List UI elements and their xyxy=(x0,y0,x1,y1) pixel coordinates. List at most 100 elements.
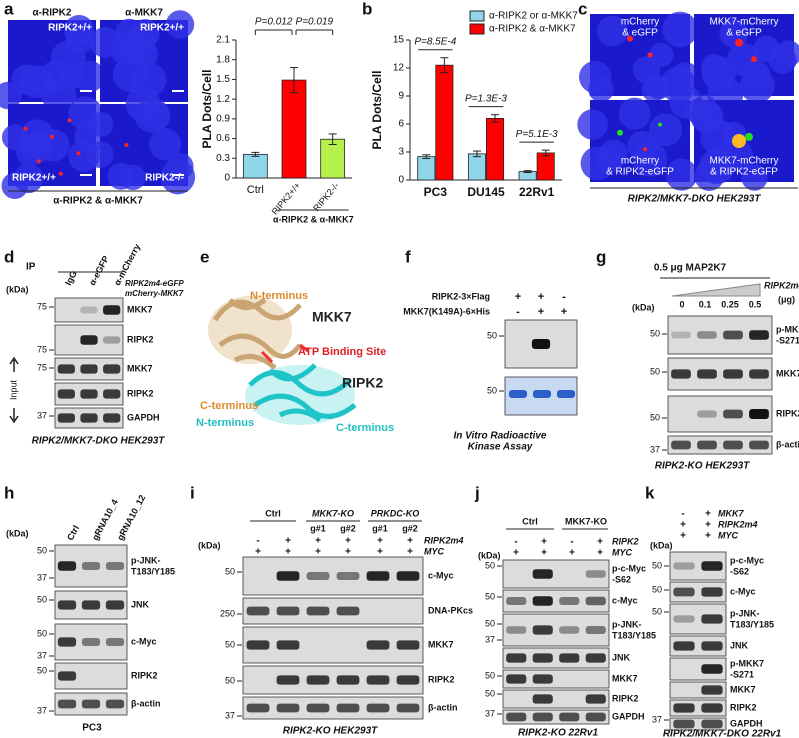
label: T183/Y185 xyxy=(612,630,656,640)
blot xyxy=(502,709,610,725)
label: ATP Binding Site xyxy=(298,346,386,358)
band xyxy=(396,703,420,713)
y-tick-label: 1.5 xyxy=(216,74,230,85)
band xyxy=(366,675,390,685)
label: -S62 xyxy=(730,566,749,576)
sign: - xyxy=(516,306,520,318)
label: JNK xyxy=(612,652,631,662)
label: mCherry xyxy=(621,156,659,167)
x-tick-label: DU145 xyxy=(467,185,505,199)
band xyxy=(697,331,717,339)
label: RIPK2+/+ xyxy=(12,173,56,184)
y-tick-label: 15 xyxy=(393,35,405,46)
band xyxy=(276,703,300,713)
sign: - xyxy=(681,509,684,520)
band xyxy=(749,409,769,419)
label: (kDa) xyxy=(198,540,221,550)
marker: 37 xyxy=(37,410,47,420)
marker: 37 xyxy=(37,650,47,660)
legend-swatch xyxy=(469,23,485,35)
legend-label: α-RIPK2 & α-MKK7 xyxy=(489,24,576,35)
band xyxy=(276,675,300,685)
panel-letter: f xyxy=(405,247,411,266)
sign: + xyxy=(407,547,413,558)
error-bar xyxy=(422,154,431,160)
blot xyxy=(502,647,610,669)
x-tick-label: Ctrl xyxy=(247,184,264,196)
band xyxy=(559,653,580,663)
nucleus xyxy=(670,62,700,92)
signal xyxy=(735,38,743,47)
band xyxy=(509,390,527,398)
label: p-JNK- xyxy=(612,619,642,629)
label: β-actin xyxy=(131,698,161,708)
sign: + xyxy=(285,547,291,558)
sign: + xyxy=(541,537,547,548)
sign: + xyxy=(377,536,383,547)
label: N-terminus xyxy=(196,417,254,429)
nucleus xyxy=(86,141,114,168)
band xyxy=(105,562,125,570)
nucleus xyxy=(741,164,768,191)
band xyxy=(585,712,606,722)
band xyxy=(673,587,695,597)
label: p-MKK7 xyxy=(730,658,764,668)
nucleus xyxy=(88,111,114,137)
label: MKK7(K149A)-6×His xyxy=(403,306,490,316)
band xyxy=(306,703,330,713)
band xyxy=(57,561,77,571)
band xyxy=(57,364,75,374)
nucleus xyxy=(112,56,148,93)
band xyxy=(506,626,527,634)
signal xyxy=(36,159,41,164)
band xyxy=(336,675,360,685)
label: RIPK2 xyxy=(342,375,383,391)
marker: 37 xyxy=(652,714,662,724)
nucleus xyxy=(649,42,674,68)
band xyxy=(673,703,695,713)
label: T183/Y185 xyxy=(131,566,175,576)
band xyxy=(701,685,723,695)
signal xyxy=(643,147,647,152)
blot xyxy=(669,581,727,603)
label: GAPDH xyxy=(730,718,763,728)
sign: + xyxy=(407,536,413,547)
label: RIPK2 xyxy=(127,334,154,344)
signal xyxy=(627,35,633,42)
label: RIPK2m4 xyxy=(424,535,464,545)
p-value: P=5.1E-3 xyxy=(516,129,558,140)
panel-letter: d xyxy=(4,247,14,266)
label: MYC xyxy=(718,530,739,540)
y-tick-label: 1.2 xyxy=(216,94,230,105)
band xyxy=(673,641,695,651)
band xyxy=(246,703,270,713)
panel-letter: h xyxy=(4,483,14,502)
p-value: P=0.019 xyxy=(296,17,334,28)
label: T183/Y185 xyxy=(730,619,774,629)
nucleus xyxy=(632,141,668,177)
blot xyxy=(242,597,424,625)
nucleus xyxy=(165,10,195,39)
bar xyxy=(435,64,454,181)
label: & RIPK2-eGFP xyxy=(710,167,778,178)
bar xyxy=(536,152,555,181)
nucleus xyxy=(125,86,161,122)
marker: 50 xyxy=(650,366,660,376)
marker: 50 xyxy=(37,628,47,638)
blot xyxy=(502,589,610,613)
protein-structure xyxy=(208,296,357,425)
label: RIPK2 xyxy=(428,674,455,684)
legend-swatch xyxy=(469,10,485,22)
label: c-Myc xyxy=(612,595,638,605)
error-bar xyxy=(328,133,337,145)
error-bar xyxy=(491,114,500,123)
nucleus xyxy=(701,54,727,80)
band xyxy=(749,440,769,450)
band xyxy=(396,675,420,685)
nucleus xyxy=(727,43,761,77)
sign: + xyxy=(597,548,603,559)
band xyxy=(396,571,420,581)
nucleus xyxy=(110,35,140,65)
y-tick-label: 6 xyxy=(398,119,404,130)
